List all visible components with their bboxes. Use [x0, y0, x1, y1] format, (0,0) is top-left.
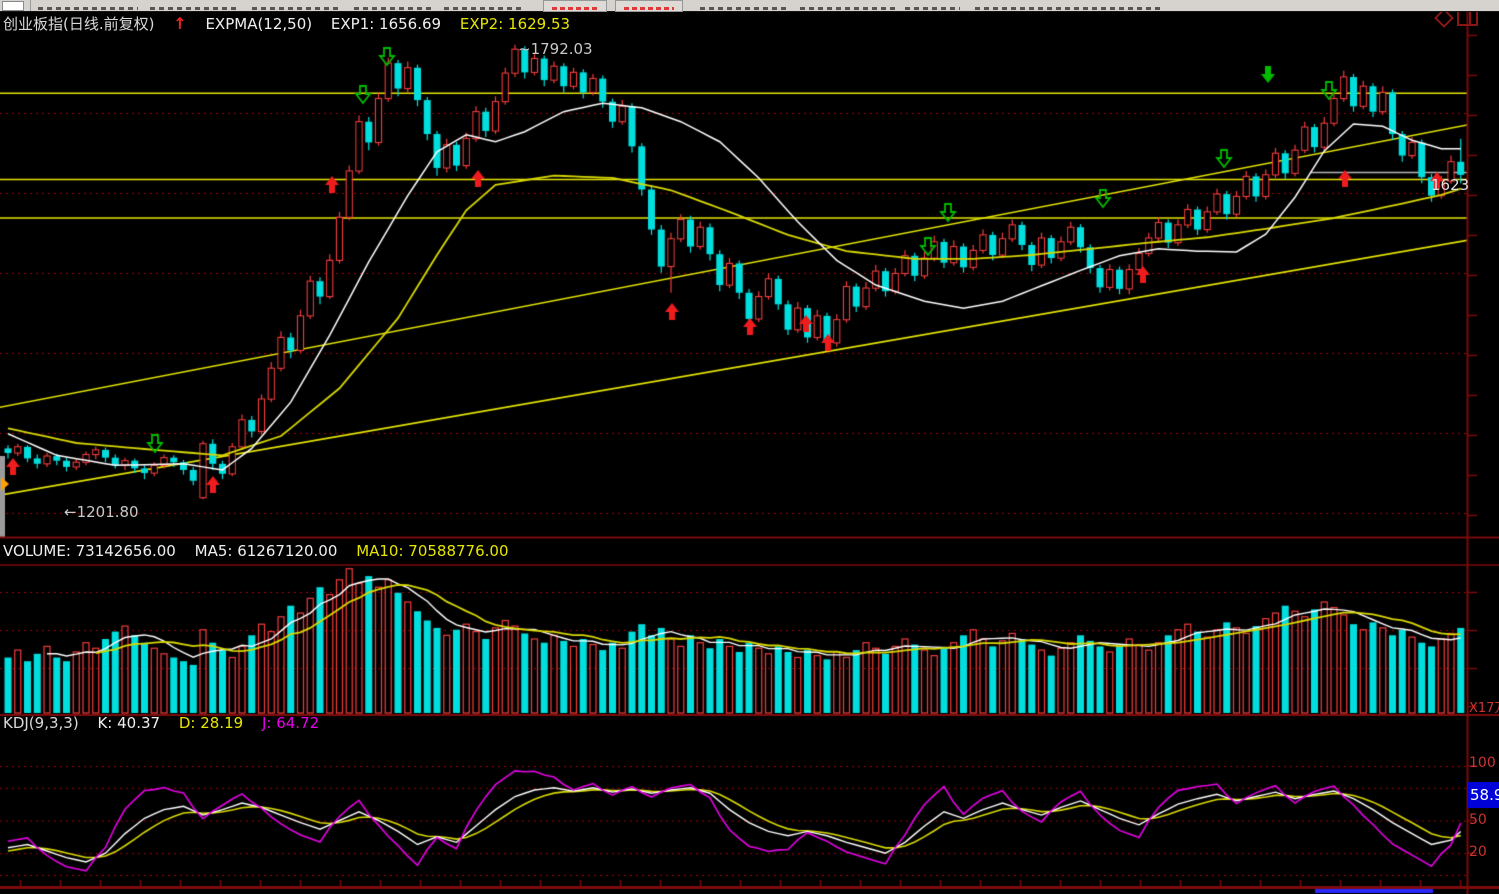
menu-price-box[interactable]	[543, 0, 607, 12]
menu-item-stub[interactable]	[700, 7, 790, 10]
menu-item-stub[interactable]	[38, 7, 138, 10]
menu-item-stub[interactable]	[252, 7, 342, 10]
kdj-k-value: K: 40.37	[97, 714, 161, 732]
symbol-title: 创业板指(日线.前复权)	[3, 15, 155, 33]
volume-header: VOLUME: 73142656.00 MA5: 61267120.00 MA1…	[3, 542, 523, 560]
kdj-header: KDJ(9,3,3) K: 40.37 D: 28.19 J: 64.72	[3, 714, 333, 732]
high-price-label: ~1792.03	[518, 40, 593, 58]
kdj-d-value: D: 28.19	[178, 714, 244, 732]
menu-item-stub[interactable]	[800, 7, 895, 10]
menu-item-stub[interactable]	[905, 7, 960, 10]
kdj-j-value: J: 64.72	[261, 714, 320, 732]
volume-ma5: MA5: 61267120.00	[194, 542, 338, 560]
kdj-axis-100: 100	[1469, 755, 1496, 771]
kdj-value-badge: 58.9	[1468, 782, 1499, 808]
volume-value: VOLUME: 73142656.00	[3, 542, 176, 560]
kdj-axis-50: 50	[1469, 812, 1487, 828]
kdj-axis-20: 20	[1469, 844, 1487, 860]
menu-item-stub[interactable]	[444, 7, 524, 10]
low-price-label: ←1201.80	[64, 503, 139, 521]
kdj-name[interactable]: KDJ(9,3,3)	[3, 714, 79, 732]
new-document-icon[interactable]	[2, 1, 24, 11]
menu-item-stub[interactable]	[354, 7, 434, 10]
menubar	[0, 0, 1499, 12]
menu-item-stub[interactable]	[150, 7, 240, 10]
menubar-separator	[30, 0, 31, 11]
exp2-value: EXP2: 1629.53	[459, 15, 571, 33]
volume-scale-label: X17万	[1469, 701, 1499, 716]
indicator-name[interactable]: EXPMA(12,50)	[205, 15, 313, 33]
menu-item-stub[interactable]	[975, 7, 1160, 10]
main-chart-header: 创业板指(日线.前复权) ↑ EXPMA(12,50) EXP1: 1656.6…	[3, 13, 584, 34]
menu-change-box[interactable]	[615, 0, 683, 12]
trend-up-icon: ↑	[173, 14, 187, 33]
current-price-label: 1623	[1431, 176, 1470, 194]
volume-ma10: MA10: 70588776.00	[356, 542, 509, 560]
exp1-value: EXP1: 1656.69	[330, 15, 442, 33]
